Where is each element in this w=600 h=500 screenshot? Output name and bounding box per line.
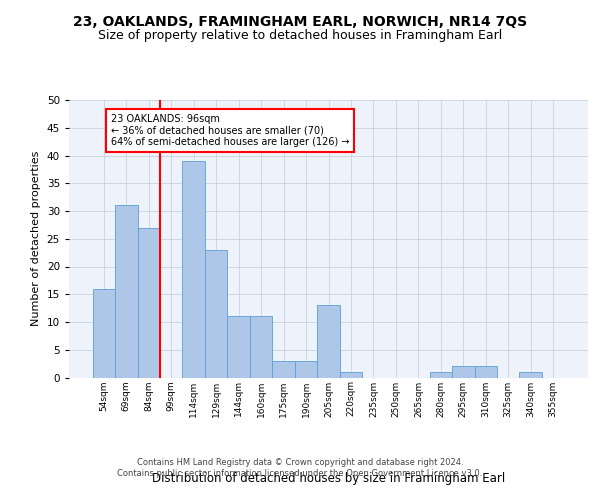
Bar bbox=[250, 316, 272, 378]
Bar bbox=[475, 366, 497, 378]
Bar bbox=[520, 372, 542, 378]
Bar bbox=[92, 288, 115, 378]
Bar bbox=[137, 228, 160, 378]
Bar bbox=[430, 372, 452, 378]
Text: 23, OAKLANDS, FRAMINGHAM EARL, NORWICH, NR14 7QS: 23, OAKLANDS, FRAMINGHAM EARL, NORWICH, … bbox=[73, 16, 527, 30]
Bar bbox=[227, 316, 250, 378]
Y-axis label: Number of detached properties: Number of detached properties bbox=[31, 151, 41, 326]
Bar bbox=[115, 206, 137, 378]
Bar bbox=[452, 366, 475, 378]
Text: 23 OAKLANDS: 96sqm
← 36% of detached houses are smaller (70)
64% of semi-detache: 23 OAKLANDS: 96sqm ← 36% of detached hou… bbox=[110, 114, 349, 147]
X-axis label: Distribution of detached houses by size in Framingham Earl: Distribution of detached houses by size … bbox=[152, 472, 505, 485]
Bar bbox=[205, 250, 227, 378]
Bar bbox=[295, 361, 317, 378]
Text: Contains HM Land Registry data © Crown copyright and database right 2024.: Contains HM Land Registry data © Crown c… bbox=[137, 458, 463, 467]
Bar bbox=[182, 161, 205, 378]
Text: Size of property relative to detached houses in Framingham Earl: Size of property relative to detached ho… bbox=[98, 30, 502, 43]
Bar bbox=[317, 306, 340, 378]
Bar bbox=[272, 361, 295, 378]
Bar bbox=[340, 372, 362, 378]
Text: Contains public sector information licensed under the Open Government Licence v3: Contains public sector information licen… bbox=[118, 470, 482, 478]
